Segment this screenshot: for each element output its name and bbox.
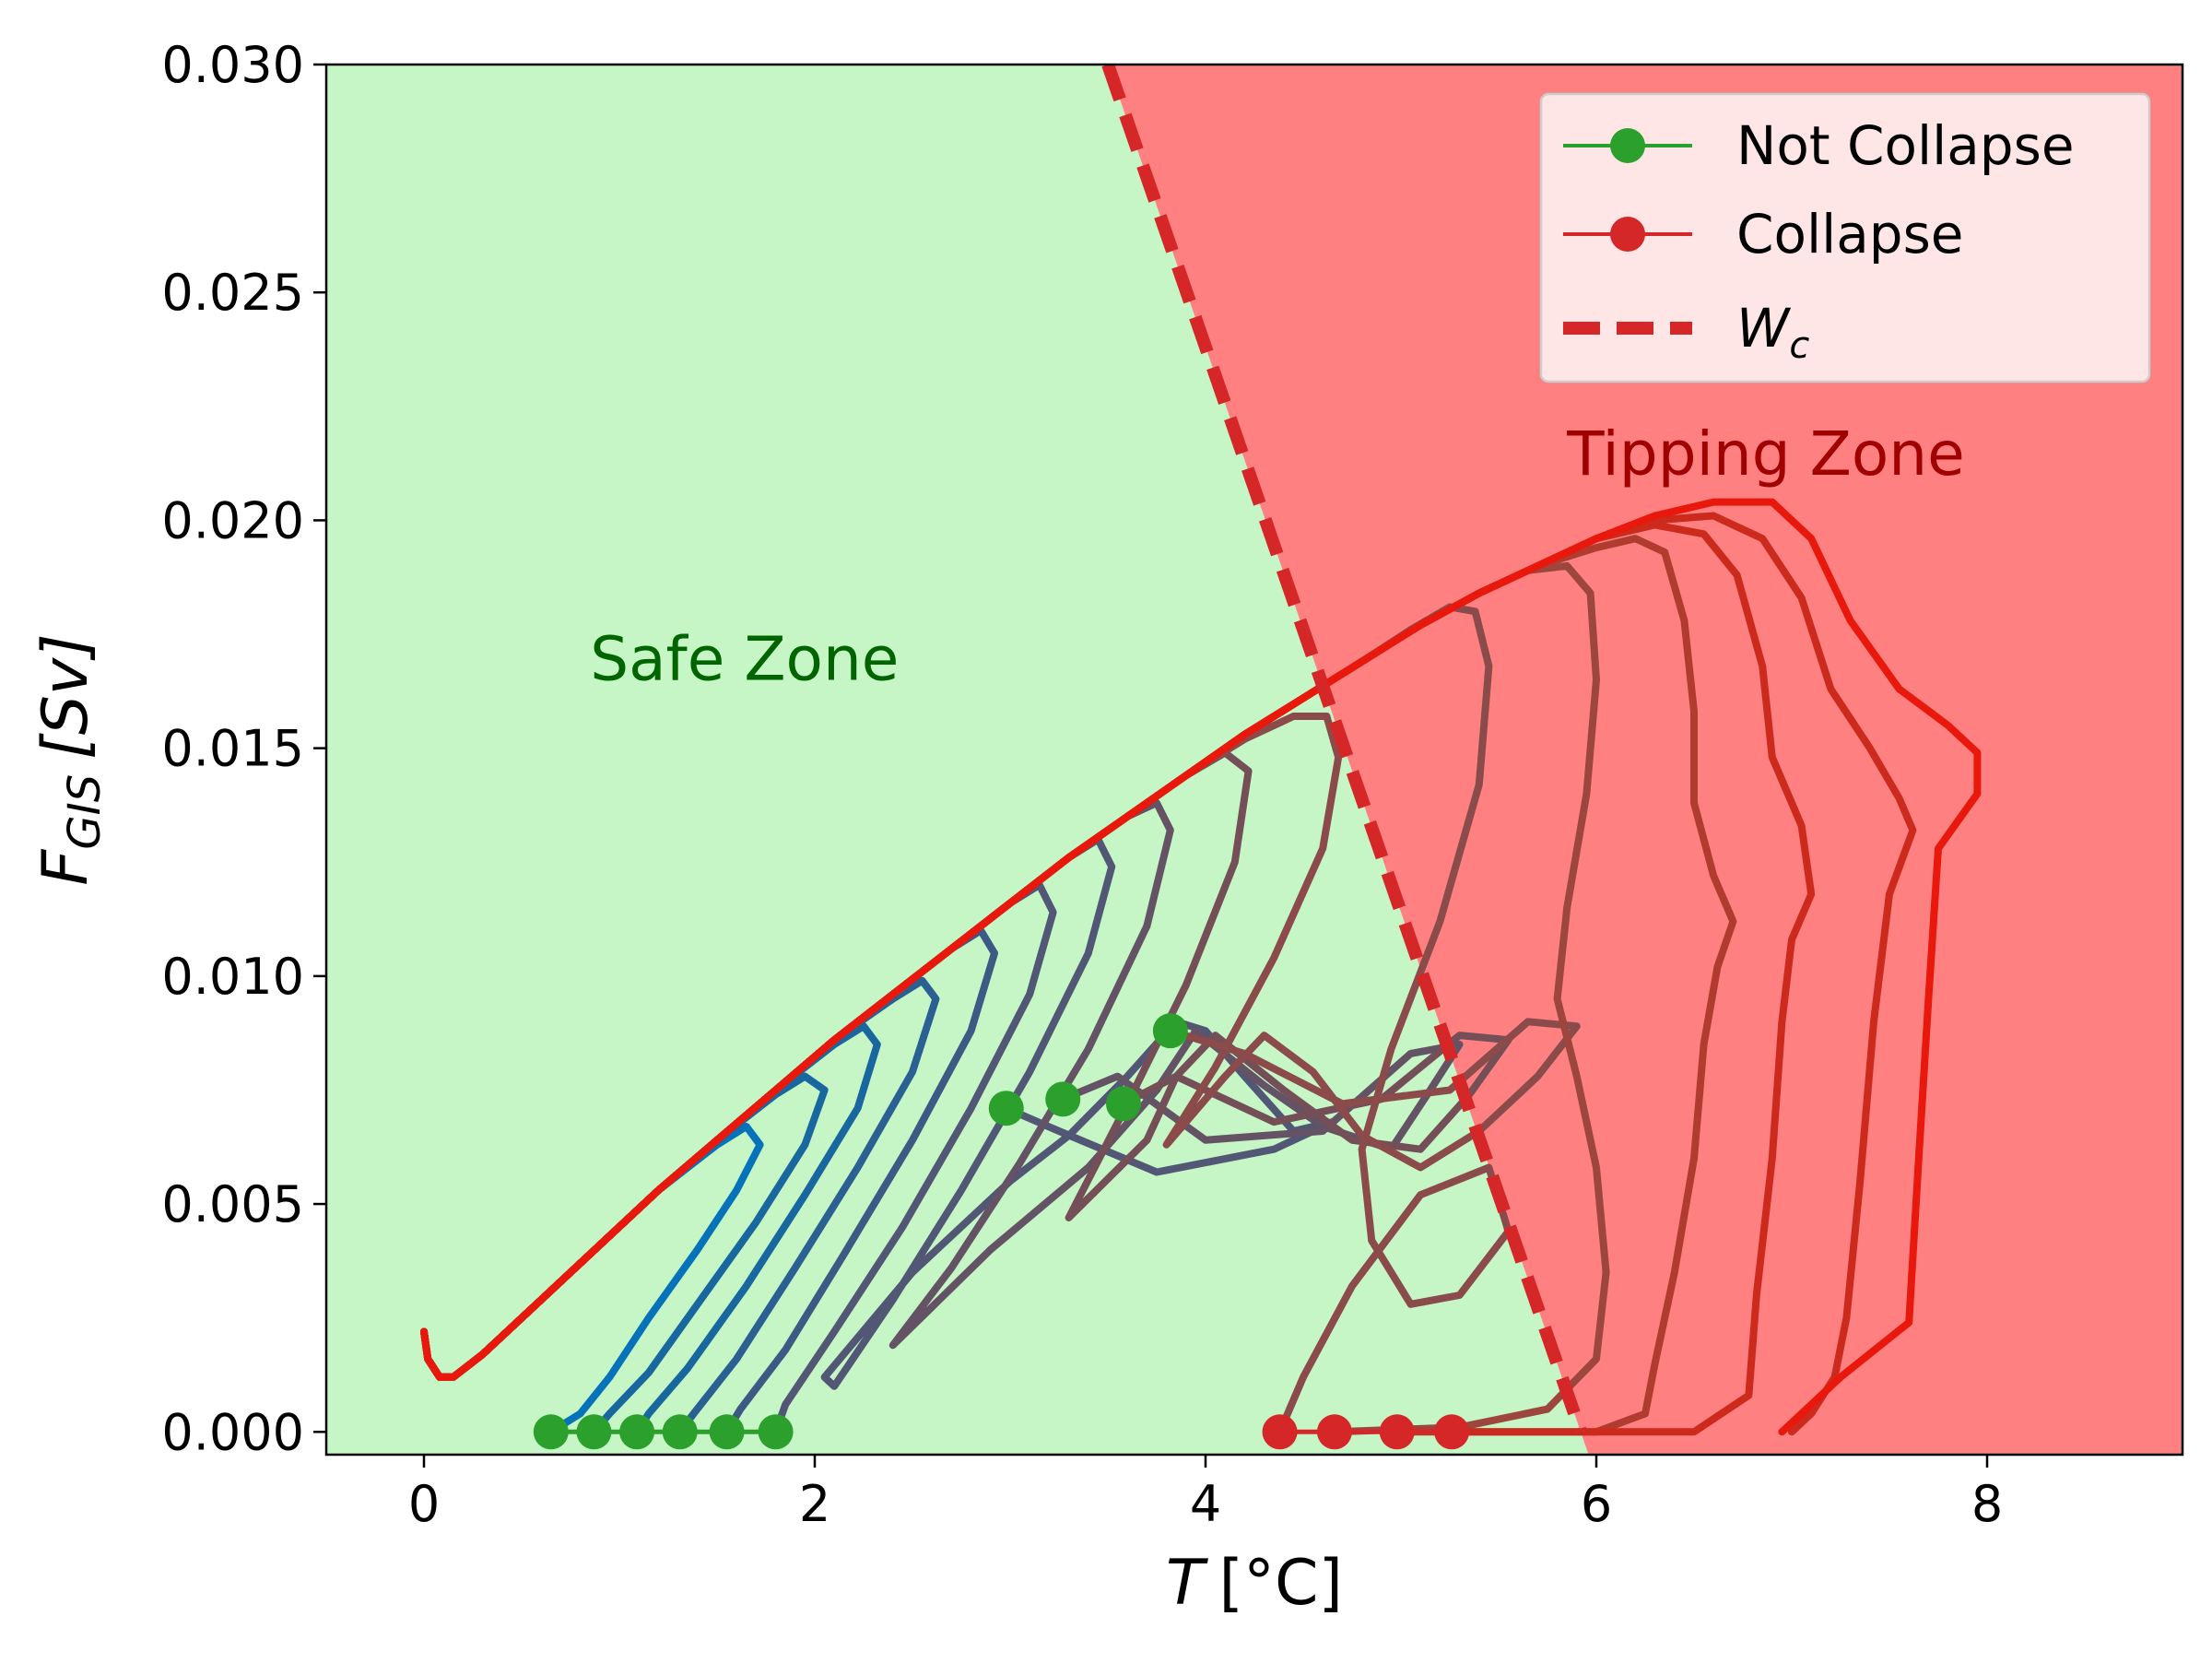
markers-layer xyxy=(533,1013,1470,1450)
trajectory-line-16 xyxy=(420,498,1982,1436)
not-collapse-marker-9 xyxy=(1105,1086,1141,1122)
collapse-marker-1 xyxy=(1262,1414,1298,1450)
critical-line-wc xyxy=(1101,65,1587,1434)
y-tick-label-3: 0.015 xyxy=(161,720,304,778)
not-collapse-marker-4 xyxy=(662,1414,698,1450)
zone-labels-layer: Safe Zone Tipping Zone xyxy=(590,419,1964,694)
not-collapse-marker-1 xyxy=(533,1414,569,1450)
collapse-marker-2 xyxy=(1316,1414,1352,1450)
legend-marker-1 xyxy=(1610,128,1645,163)
tipping-zone-region xyxy=(1108,65,2183,1455)
axes: 0 2 4 6 8 0.000 0.005 0.010 0.015 0.020 0.025 0.030 xyxy=(161,36,2184,1533)
y-axis-label: FGIS[Sv] xyxy=(29,633,111,885)
y-tick-label-1: 0.005 xyxy=(161,1175,304,1233)
not-collapse-marker-7 xyxy=(988,1091,1024,1126)
y-tick-label-6: 0.030 xyxy=(161,36,304,94)
not-collapse-marker-8 xyxy=(1045,1081,1081,1117)
x-axis-label: T [°C] xyxy=(1166,1547,1343,1620)
safe-zone-label: Safe Zone xyxy=(590,623,899,694)
y-tick-label-0: 0.000 xyxy=(161,1403,304,1461)
x-tick-label-2: 2 xyxy=(799,1475,830,1533)
series-layer xyxy=(420,498,1982,1436)
tipping-zone-label: Tipping Zone xyxy=(1566,419,1964,489)
plot-frame xyxy=(324,63,2184,1457)
x-tick-label-4: 4 xyxy=(1190,1475,1221,1533)
y-tick-label-4: 0.020 xyxy=(161,491,304,549)
not-collapse-marker-6 xyxy=(758,1414,794,1450)
collapse-marker-3 xyxy=(1379,1414,1415,1450)
axis-labels: T [°C] FGIS[Sv] xyxy=(29,633,1343,1620)
x-tick-label-0: 0 xyxy=(408,1475,440,1533)
legend: Not Collapse Collapse Wc xyxy=(1539,92,2151,383)
y-tick-label-2: 0.010 xyxy=(161,948,304,1006)
x-tick-label-6: 6 xyxy=(1581,1475,1612,1533)
x-tick-label-8: 8 xyxy=(1971,1475,2003,1533)
legend-marker-2 xyxy=(1610,217,1645,252)
critical-line-layer xyxy=(1101,65,1587,1434)
not-collapse-marker-2 xyxy=(576,1414,612,1450)
not-collapse-marker-5 xyxy=(709,1414,745,1450)
not-collapse-marker-3 xyxy=(619,1414,655,1450)
legend-box xyxy=(1539,92,2151,383)
legend-label-3: Wc xyxy=(1736,297,1809,367)
collapse-marker-4 xyxy=(1434,1414,1470,1450)
legend-label-1: Not Collapse xyxy=(1736,114,2075,177)
not-collapse-marker-10 xyxy=(1152,1013,1188,1049)
legend-label-2: Collapse xyxy=(1736,203,1963,265)
y-tick-label-5: 0.025 xyxy=(161,264,304,322)
